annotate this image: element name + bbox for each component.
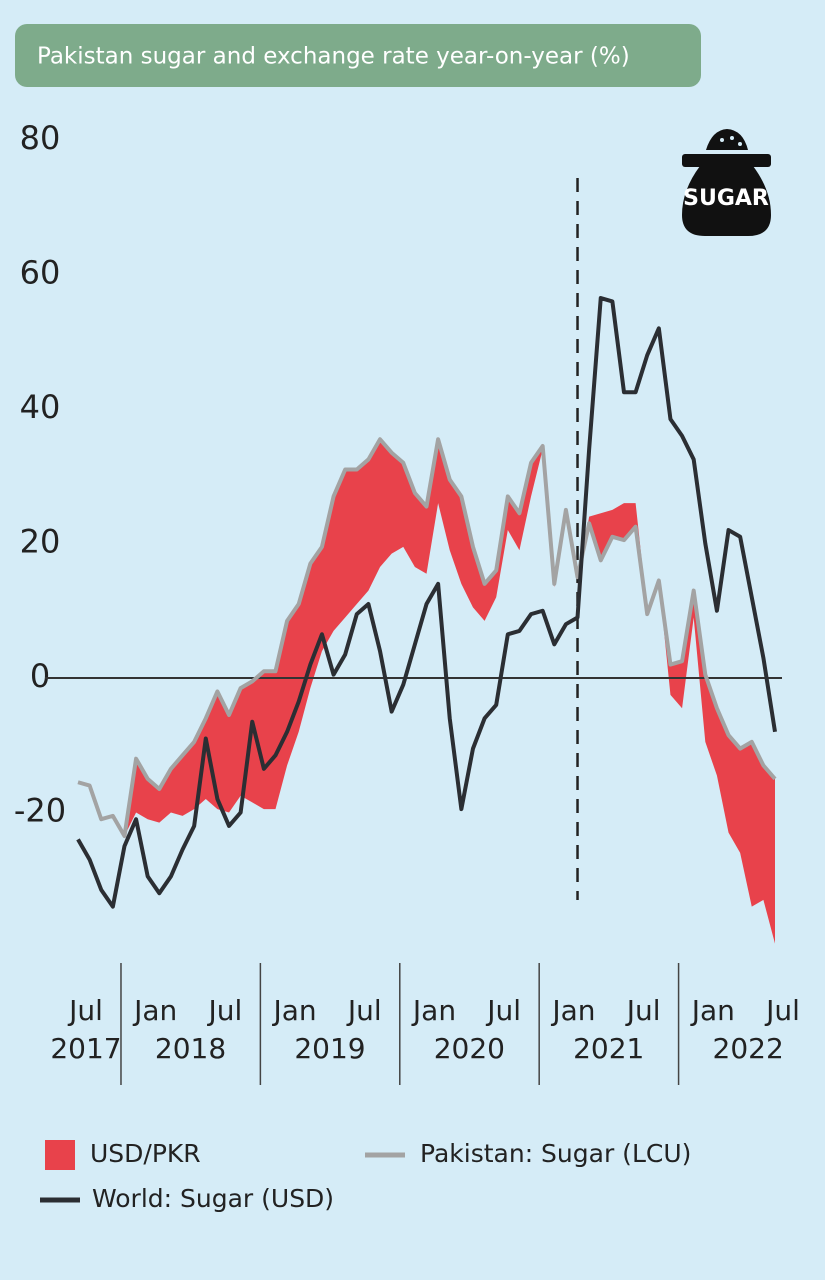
x-tick-label: Jul bbox=[625, 994, 661, 1027]
series-line bbox=[76, 296, 777, 909]
year-label: 2017 bbox=[50, 1032, 121, 1065]
x-tick-label: Jan bbox=[132, 994, 177, 1027]
year-label: 2019 bbox=[294, 1032, 365, 1065]
usd-pkr-band bbox=[78, 439, 775, 944]
x-tick-label: Jul bbox=[485, 994, 521, 1027]
series-line bbox=[77, 437, 777, 839]
legend-swatch bbox=[45, 1140, 75, 1170]
title-box bbox=[15, 24, 701, 87]
year-label: 2018 bbox=[155, 1032, 226, 1065]
x-tick-label: Jul bbox=[346, 994, 382, 1027]
x-tick-label: Jul bbox=[207, 994, 243, 1027]
y-tick-label: 80 bbox=[20, 119, 61, 157]
legend-label: USD/PKR bbox=[90, 1139, 201, 1168]
x-tick-label: Jan bbox=[411, 994, 456, 1027]
chart-title: Pakistan sugar and exchange rate year-on… bbox=[37, 44, 630, 70]
y-tick-label: 20 bbox=[20, 523, 61, 561]
y-tick-label: -20 bbox=[14, 792, 66, 830]
x-tick-label: Jan bbox=[550, 994, 595, 1027]
legend-label: Pakistan: Sugar (LCU) bbox=[420, 1139, 691, 1168]
y-tick-label: 0 bbox=[30, 657, 50, 695]
sugar-icon: SUGAR bbox=[682, 129, 771, 236]
year-label: 2020 bbox=[434, 1032, 505, 1065]
year-label: 2022 bbox=[713, 1032, 784, 1065]
x-tick-label: Jan bbox=[690, 994, 735, 1027]
x-tick-label: Jul bbox=[764, 994, 800, 1027]
y-tick-label: 40 bbox=[20, 388, 61, 426]
x-tick-label: Jan bbox=[272, 994, 317, 1027]
icon-label: SUGAR bbox=[683, 186, 769, 211]
y-tick-label: 60 bbox=[20, 254, 61, 292]
year-label: 2021 bbox=[573, 1032, 644, 1065]
x-tick-label: Jul bbox=[67, 994, 103, 1027]
legend-label: World: Sugar (USD) bbox=[92, 1184, 334, 1213]
